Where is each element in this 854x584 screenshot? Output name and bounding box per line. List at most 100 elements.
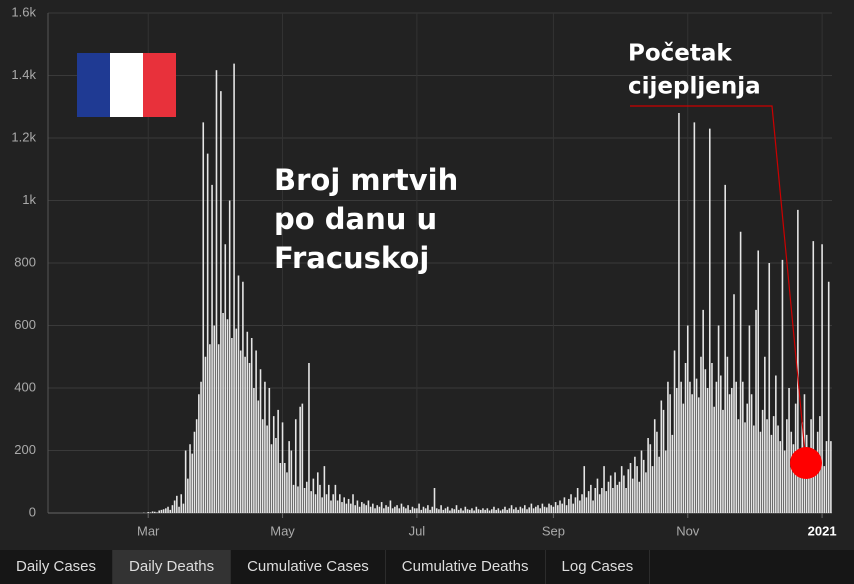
bar	[198, 394, 200, 513]
bar	[744, 422, 746, 513]
bar	[327, 484, 330, 513]
bar	[279, 463, 282, 513]
bar	[759, 431, 762, 513]
bar	[457, 509, 460, 513]
bar	[499, 510, 502, 513]
bar	[656, 431, 658, 513]
bar	[629, 463, 632, 513]
bar	[647, 438, 649, 513]
bar	[781, 259, 784, 513]
bar	[462, 510, 464, 513]
bar	[270, 444, 273, 513]
bar	[231, 338, 233, 513]
bar	[427, 505, 429, 513]
bar	[501, 509, 504, 513]
bar	[347, 498, 350, 513]
bar	[411, 506, 414, 513]
bar	[184, 450, 187, 513]
bar	[442, 509, 445, 513]
tab[interactable]: Cumulative Cases	[231, 550, 386, 584]
bar	[180, 494, 183, 513]
bar	[726, 356, 729, 513]
bar	[757, 250, 760, 513]
bar	[799, 456, 801, 513]
bar	[453, 509, 456, 513]
bar	[418, 503, 420, 513]
bar	[455, 505, 458, 513]
bar	[171, 505, 174, 513]
bar	[352, 494, 354, 513]
flag-red	[143, 53, 176, 117]
bar	[790, 431, 793, 513]
bar	[484, 509, 486, 513]
bar	[372, 503, 374, 513]
bar	[568, 498, 570, 513]
bar	[189, 444, 191, 513]
bar	[350, 503, 352, 513]
bar	[228, 200, 231, 513]
bar	[402, 506, 405, 513]
bar	[576, 488, 579, 513]
tab[interactable]: Log Cases	[546, 550, 651, 584]
bar	[255, 350, 257, 513]
bar	[299, 406, 301, 513]
bar	[697, 397, 700, 513]
bar	[380, 502, 383, 513]
bar	[248, 363, 251, 513]
bar	[356, 500, 359, 513]
bar	[761, 409, 764, 513]
bar	[695, 378, 698, 513]
bar	[686, 325, 689, 513]
tab[interactable]: Daily Cases	[0, 550, 114, 584]
bar	[215, 70, 218, 513]
bar	[678, 113, 680, 513]
bar	[400, 503, 403, 513]
bar	[178, 506, 180, 513]
bar	[422, 506, 425, 513]
y-tick-label: 1.6k	[11, 4, 36, 19]
tab[interactable]: Cumulative Deaths	[386, 550, 546, 584]
bar	[433, 488, 436, 513]
bar	[733, 294, 735, 513]
bar	[570, 494, 572, 513]
bar	[786, 419, 788, 513]
bar	[297, 486, 299, 513]
bar	[653, 419, 656, 513]
bar	[565, 505, 568, 513]
bar	[162, 509, 165, 513]
marker-label-line: cijepljenja	[628, 74, 761, 100]
bar	[383, 508, 385, 513]
bar	[275, 438, 277, 513]
bar	[812, 241, 815, 513]
bar	[446, 506, 449, 513]
bar	[722, 409, 724, 513]
bar	[246, 331, 249, 513]
bar	[272, 416, 275, 513]
annotation: Broj mrtvih po danu u Fracuskoj	[274, 163, 458, 275]
tab[interactable]: Daily Deaths	[113, 550, 232, 584]
bar	[449, 510, 451, 513]
bar	[343, 497, 345, 513]
bar	[235, 328, 238, 513]
bar	[605, 491, 608, 513]
bar	[488, 510, 491, 513]
tab-bar: Daily Cases Daily Deaths Cumulative Cases C…	[0, 550, 854, 584]
bar	[281, 422, 284, 513]
bar	[314, 494, 317, 513]
bar	[226, 319, 229, 513]
bar	[638, 481, 641, 513]
bar	[700, 356, 702, 513]
bar	[204, 356, 207, 513]
bar	[609, 475, 612, 513]
bar	[334, 484, 337, 513]
bar	[444, 508, 447, 513]
bar	[706, 388, 709, 513]
bar	[702, 309, 704, 513]
bar	[165, 508, 167, 513]
bar	[365, 505, 368, 513]
bar	[389, 500, 392, 513]
bar	[173, 500, 176, 513]
bar	[477, 509, 480, 513]
bar	[242, 281, 244, 513]
bar	[634, 456, 636, 513]
